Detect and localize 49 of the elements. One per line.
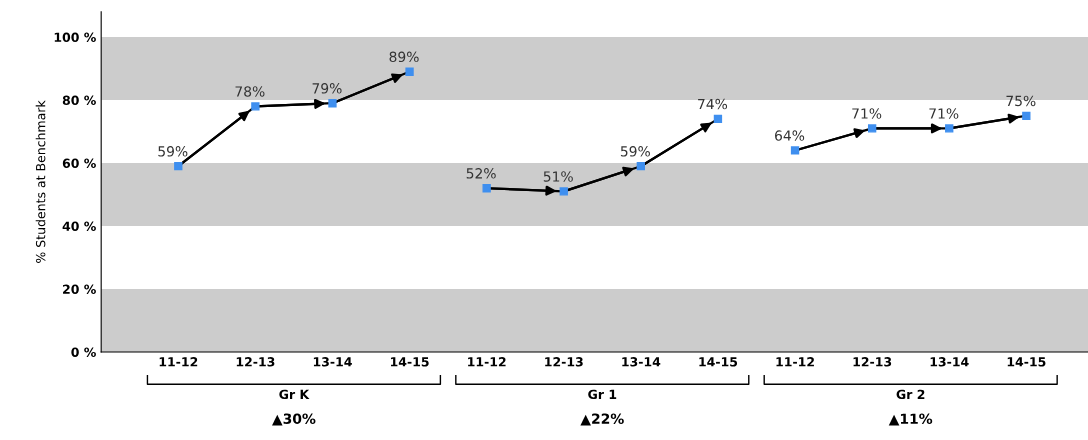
y-tick-label: 100 % — [54, 32, 96, 42]
x-tick-label: 13-14 — [930, 357, 969, 367]
point — [945, 124, 954, 133]
data-label: 52% — [466, 168, 496, 179]
x-tick-label: 14-15 — [699, 357, 738, 367]
point — [867, 124, 877, 133]
point — [328, 99, 337, 108]
point — [251, 102, 260, 111]
x-tick-label: 11-12 — [776, 357, 814, 367]
y-tick-label: 40 % — [62, 221, 96, 231]
text: ▲11% — [888, 413, 933, 426]
x-tick-label: 12-13 — [236, 357, 275, 367]
point — [713, 114, 723, 124]
point — [559, 187, 568, 196]
point — [174, 162, 183, 171]
data-label: 59% — [620, 146, 650, 157]
y-tick-label: 60 % — [62, 158, 96, 168]
x-tick-label: 11-12 — [468, 357, 506, 367]
text: Gr 2 — [896, 389, 925, 400]
data-label: 71% — [929, 108, 959, 119]
point — [405, 67, 414, 76]
data-label: 75% — [1006, 95, 1036, 107]
data-label: 78% — [235, 86, 265, 97]
text: ▲30% — [272, 413, 316, 426]
text: Gr K — [279, 389, 310, 400]
y-tick-label: 20 % — [63, 284, 96, 294]
data-label: 74% — [698, 98, 728, 110]
data-label: 79% — [312, 83, 342, 94]
point — [482, 184, 491, 193]
x-tick-label: 12-13 — [853, 357, 892, 367]
text: Gr 1 — [588, 389, 617, 400]
data-label: 64% — [775, 130, 805, 141]
data-label: 51% — [543, 171, 573, 182]
point — [1022, 111, 1031, 120]
x-tick-label: 13-14 — [313, 357, 352, 367]
x-tick-label: 14-15 — [1007, 357, 1046, 367]
x-tick-label: 11-12 — [159, 357, 198, 367]
data-label: 89% — [389, 51, 419, 63]
x-tick-label: 13-14 — [622, 357, 661, 367]
data-label: 71% — [852, 108, 882, 119]
y-tick-label: 80 % — [62, 95, 96, 105]
data-label: 59% — [158, 146, 188, 157]
point — [636, 162, 646, 171]
y-tick-label: 0 % — [71, 347, 96, 357]
point — [790, 146, 800, 155]
text: ▲22% — [580, 413, 624, 426]
x-tick-label: 12-13 — [545, 357, 583, 367]
y-axis-title: % Students at Benchmark — [35, 100, 46, 263]
x-tick-label: 14-15 — [390, 357, 429, 367]
